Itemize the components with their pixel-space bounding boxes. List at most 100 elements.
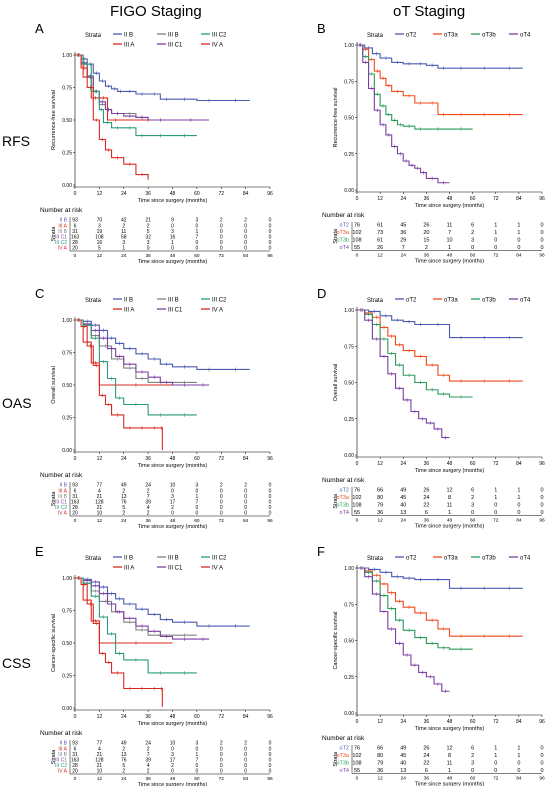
risk-count-iii-a-c: 2: [122, 488, 125, 494]
risk-count-ot3a-b: 1: [517, 230, 520, 236]
x-tick-label-b: 60: [470, 196, 476, 202]
risk-count-ot3b-b: 10: [446, 238, 452, 244]
x-tick-label-f: 72: [493, 719, 499, 725]
risk-x-tick-label-c: 12: [97, 518, 103, 524]
x-tick-label-c: 48: [170, 456, 176, 462]
risk-count-iii-a-c: 0: [195, 488, 198, 494]
risk-count-ii-b-c: 0: [269, 483, 272, 489]
risk-table-xlabel-e: Time since surgery (months): [138, 782, 208, 786]
legend-label-ii-b-e: II B: [124, 556, 133, 562]
risk-x-tick-label-f: 72: [493, 776, 499, 782]
risk-table-xlabel-d: Time since surgery (months): [415, 524, 485, 530]
risk-count-iii-b-a: 0: [244, 229, 247, 235]
risk-count-iv-a-c: 2: [122, 511, 125, 517]
x-tick-label-e: 12: [97, 714, 103, 720]
risk-count-ot3b-b: 61: [377, 238, 383, 244]
x-tick-label-f: 36: [424, 719, 430, 725]
risk-count-iii-c2-a: 0: [269, 240, 272, 246]
risk-count-ot4-d: 1: [448, 510, 451, 516]
legend-title-d: Strata: [367, 298, 384, 304]
risk-count-ot4-d: 13: [400, 510, 406, 516]
risk-x-tick-label-b: 96: [539, 253, 545, 259]
risk-row-label-iii-a-c: III A: [58, 488, 67, 494]
x-tick-label-c: 72: [218, 456, 224, 462]
risk-x-tick-label-d: 60: [470, 518, 476, 524]
risk-count-ot4-f: 0: [517, 768, 520, 774]
risk-count-ot3b-b: 0: [517, 238, 520, 244]
risk-x-tick-label-f: 36: [424, 776, 430, 782]
risk-count-ii-b-e: 2: [220, 741, 223, 747]
risk-count-ot3b-d: 0: [517, 503, 520, 509]
risk-count-ii-b-a: 21: [145, 218, 151, 224]
x-tick-label-c: 24: [121, 456, 127, 462]
legend-title-a: Strata: [85, 33, 102, 39]
legend-label-ot3b-d: oT3b: [482, 298, 496, 304]
y-tick-label-f: 0.50: [344, 639, 354, 645]
x-tick-label-b: 36: [424, 196, 430, 202]
risk-count-ot3b-f: 40: [400, 761, 406, 767]
risk-count-iii-c1-a: 0: [269, 235, 272, 241]
risk-count-iii-a-e: 2: [147, 746, 150, 752]
legend-label-iii-c2-a: III C2: [212, 33, 227, 39]
risk-count-iii-a-e: 6: [74, 746, 77, 752]
risk-count-ii-b-c: 10: [170, 483, 176, 489]
risk-count-ot3b-f: 3: [471, 761, 474, 767]
risk-count-iii-c1-c: 128: [95, 500, 104, 506]
risk-count-ot2-b: 1: [517, 223, 520, 229]
risk-count-iii-a-e: 0: [195, 746, 198, 752]
risk-x-tick-label-a: 84: [243, 253, 249, 259]
y-tick-label-a: 0.75: [62, 86, 72, 92]
risk-count-iv-a-a: 0: [147, 246, 150, 252]
risk-x-tick-label-d: 24: [401, 518, 407, 524]
risk-row-label-ii-b-c: II B: [59, 483, 67, 489]
risk-count-iii-c2-c: 21: [97, 505, 103, 511]
risk-count-iii-b-c: 0: [269, 494, 272, 500]
x-tick-label-b: 24: [400, 196, 406, 202]
risk-count-iii-b-a: 11: [121, 229, 126, 235]
risk-x-tick-label-e: 72: [219, 776, 225, 782]
risk-count-iii-b-e: 7: [147, 752, 150, 758]
legend-label-ot3a-b: oT3a: [444, 33, 458, 39]
risk-count-ot3b-b: 29: [400, 238, 406, 244]
risk-row-label-ot3b-d: oT3b: [336, 503, 349, 509]
km-curve-iii-c2-a: [75, 54, 197, 137]
legend-label-iv-a-c: IV A: [212, 308, 223, 314]
risk-x-tick-label-c: 60: [194, 518, 200, 524]
risk-count-iii-c1-c: 163: [71, 500, 80, 506]
risk-table-title-f: Number at risk: [322, 735, 365, 742]
risk-row-label-iii-b-c: III B: [58, 494, 68, 500]
x-tick-label-f: 60: [470, 719, 476, 725]
risk-count-iii-b-c: 7: [147, 494, 150, 500]
risk-count-ot2-f: 76: [354, 746, 360, 752]
risk-count-ot3b-f: 79: [377, 761, 383, 767]
risk-count-iii-b-e: 13: [121, 752, 127, 758]
risk-count-iv-a-a: 0: [171, 246, 174, 252]
risk-count-ot3a-f: 1: [517, 753, 520, 759]
risk-count-ii-b-c: 93: [72, 483, 78, 489]
risk-count-iii-c2-c: 2: [171, 505, 174, 511]
risk-count-ot3a-d: 0: [540, 495, 543, 501]
risk-row-label-ii-b-e: II B: [59, 741, 67, 747]
risk-x-tick-label-b: 84: [516, 253, 522, 259]
risk-count-ot3a-f: 8: [448, 753, 451, 759]
risk-count-iii-a-c: 0: [171, 488, 174, 494]
risk-count-ot3a-f: 0: [540, 753, 543, 759]
risk-count-iii-c2-e: 28: [72, 763, 78, 769]
risk-count-ot2-d: 12: [446, 488, 452, 494]
risk-count-ot3b-b: 15: [423, 238, 429, 244]
x-tick-label-d: 60: [470, 461, 476, 467]
risk-count-iii-b-e: 1: [195, 752, 198, 758]
risk-count-ii-b-e: 2: [244, 741, 247, 747]
risk-count-iii-b-c: 0: [244, 494, 247, 500]
risk-count-iii-a-e: 0: [244, 746, 247, 752]
risk-x-tick-label-d: 12: [377, 518, 383, 524]
risk-count-iii-a-a: 6: [74, 223, 77, 229]
legend-label-iv-a-e: IV A: [212, 566, 223, 572]
risk-row-label-ot3a-f: oT3a: [336, 753, 349, 759]
risk-count-iii-c2-a: 3: [122, 240, 125, 246]
risk-table-ylabel-a: Strata: [51, 226, 57, 242]
y-tick-label-d: 0.50: [344, 381, 354, 387]
risk-count-iii-a-c: 0: [220, 488, 223, 494]
risk-count-ot3a-f: 1: [494, 753, 497, 759]
risk-count-iii-c2-c: 0: [220, 505, 223, 511]
